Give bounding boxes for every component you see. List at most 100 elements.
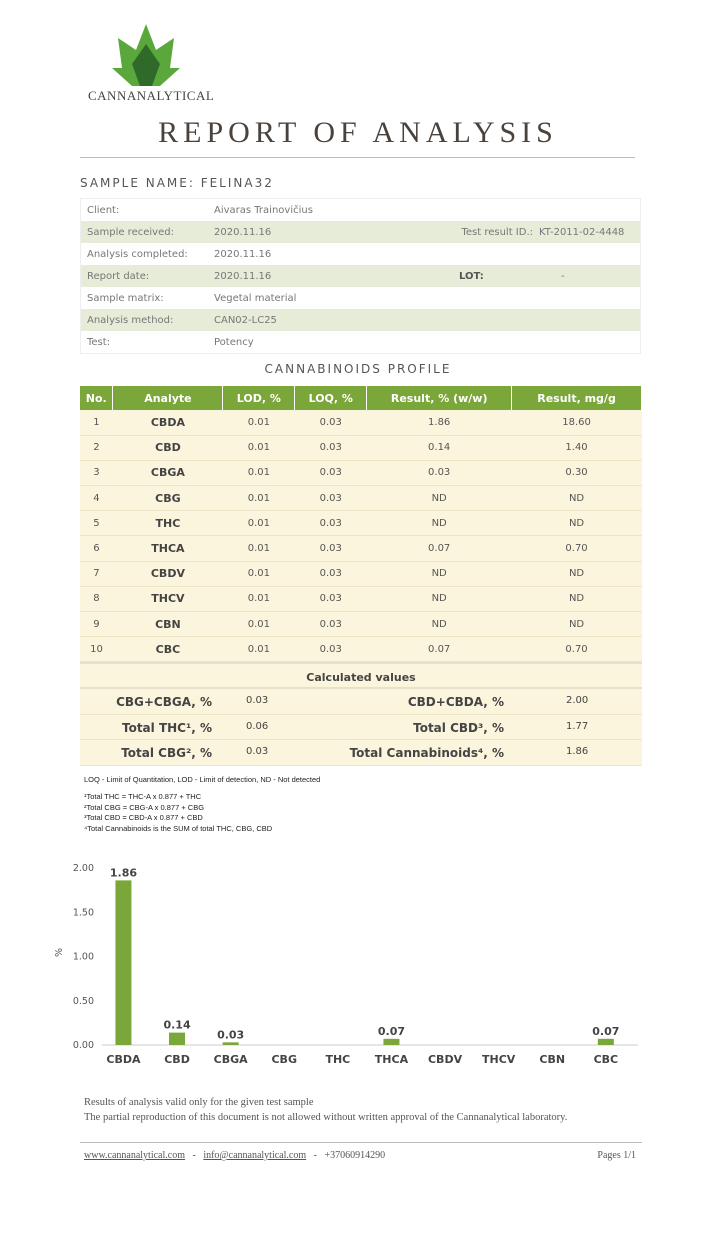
table-row: 4 CBG 0.01 0.03 ND ND	[80, 485, 642, 512]
table-cell: 0.01	[222, 586, 295, 613]
table-cell: 0.14	[366, 435, 512, 461]
x-tick-label: THCA	[375, 1053, 409, 1066]
calculated-value: 0.03	[246, 695, 269, 706]
info-label-2: Test result ID.:	[461, 226, 533, 238]
bar	[383, 1038, 400, 1045]
disclaimer-line: Results of analysis valid only for the g…	[84, 1097, 314, 1108]
table-row: 9 CBN 0.01 0.03 ND ND	[80, 611, 642, 638]
table-cell: 0.03	[294, 510, 367, 537]
table-cell: 1.86	[366, 410, 512, 436]
table-cell: 5	[80, 510, 113, 537]
info-row: Test: Potency	[81, 331, 640, 353]
calculated-values: Calculated values CBG+CBGA, % 0.03 CBD+CBD…	[80, 662, 642, 766]
y-tick-label: 1.50	[73, 907, 94, 918]
info-label: Sample matrix:	[87, 292, 164, 304]
divider	[80, 157, 635, 158]
table-cell: 9	[80, 611, 113, 638]
table-cell: 0.01	[222, 561, 295, 587]
info-label-2: LOT:	[459, 270, 484, 282]
column-header: Result, mg/g	[511, 386, 642, 410]
calculated-value: 1.77	[566, 720, 589, 732]
table-cell: 0.07	[366, 535, 512, 562]
table-cell: 0.03	[294, 485, 367, 512]
separator: -	[192, 1150, 196, 1161]
page-count: Pages 1/1	[597, 1150, 636, 1161]
table-cell: 0.03	[294, 586, 367, 613]
page-title: REPORT OF ANALYSIS	[158, 116, 558, 149]
table-cell: 1.40	[511, 435, 642, 461]
y-axis-label: %	[54, 948, 65, 957]
disclaimer: Results of analysis valid only for the g…	[84, 1095, 567, 1125]
table-row: 5 THC 0.01 0.03 ND ND	[80, 510, 642, 537]
table-row: 8 THCV 0.01 0.03 ND ND	[80, 586, 642, 613]
column-header: No.	[80, 386, 114, 410]
table-cell: CBD	[112, 435, 223, 461]
footer-contacts: www.cannanalytical.com - info@cannanalyt…	[84, 1150, 385, 1161]
table-row: 2 CBD 0.01 0.03 0.14 1.40	[80, 435, 642, 461]
table-cell: 0.01	[222, 485, 295, 512]
table-cell: ND	[511, 510, 642, 537]
table-cell: 3	[80, 460, 113, 487]
table-cell: 4	[80, 485, 113, 512]
table-cell: 0.70	[511, 535, 642, 562]
footnote: ⁴Total Cannabinoids is the SUM of total …	[84, 823, 273, 833]
data-label: 0.03	[217, 1028, 244, 1041]
calculated-label: Total THC¹, %	[121, 720, 212, 735]
footnote: ²Total CBG = CBG-A x 0.877 + CBG	[84, 802, 205, 812]
table-cell: 0.03	[294, 435, 367, 461]
y-tick-label: 0.00	[73, 1040, 94, 1051]
table-cell: 0.01	[222, 535, 295, 562]
info-row: Analysis method: CAN02-LC25	[81, 309, 640, 331]
info-value-2: -	[561, 270, 565, 282]
info-value: Vegetal material	[214, 292, 297, 304]
info-table: Client: Aivaras Trainovičius Sample receiv…	[80, 198, 641, 354]
table-row: 7 CBDV 0.01 0.03 ND ND	[80, 561, 642, 587]
email-link[interactable]: info@cannanalytical.com	[203, 1150, 307, 1161]
calculated-value: 0.03	[246, 746, 269, 758]
table-cell: 0.01	[222, 435, 295, 461]
calculated-row: CBG+CBGA, % 0.03 CBD+CBDA, % 2.00	[80, 689, 642, 715]
x-tick-label: CBN	[539, 1053, 565, 1066]
table-cell: 0.03	[294, 636, 367, 663]
table-cell: THCV	[112, 586, 223, 613]
bar	[115, 880, 132, 1045]
info-value: Potency	[214, 336, 254, 348]
footnotes: ¹Total THC = THC-A x 0.877 + THC ²Total C…	[84, 792, 272, 834]
table-cell: 10	[80, 636, 113, 663]
info-value: CAN02-LC25	[214, 314, 277, 326]
column-header: Analyte	[112, 386, 224, 410]
table-cell: 0.01	[222, 510, 295, 537]
info-value: 2020.11.16	[214, 270, 272, 282]
sample-name: SAMPLE NAME: FELINA32	[80, 176, 274, 190]
bar	[597, 1038, 614, 1045]
info-label: Test:	[87, 336, 111, 348]
calculated-value: 2.00	[566, 695, 589, 706]
data-label: 1.86	[110, 866, 137, 879]
calculated-label: Total CBG², %	[121, 746, 212, 761]
profile-title: CANNABINOIDS PROFILE	[264, 362, 452, 376]
info-value: 2020.11.16	[214, 248, 272, 260]
column-header: LOD, %	[222, 386, 296, 410]
info-label: Report date:	[87, 270, 150, 282]
calculated-label: CBG+CBGA, %	[116, 695, 212, 709]
table-cell: 0.03	[294, 410, 367, 436]
x-tick-label: CBGA	[214, 1053, 248, 1066]
table-cell: ND	[511, 485, 642, 512]
y-tick-label: 1.00	[73, 952, 94, 963]
website-link[interactable]: www.cannanalytical.com	[84, 1150, 185, 1161]
table-cell: THCA	[112, 535, 223, 562]
table-cell: 6	[80, 535, 113, 562]
info-label: Analysis method:	[87, 314, 174, 326]
x-tick-label: CBC	[594, 1053, 619, 1066]
x-tick-label: CBG	[271, 1053, 297, 1066]
calculated-value: 1.86	[566, 746, 589, 758]
info-label: Sample received:	[87, 226, 174, 238]
calculated-label: Total Cannabinoids⁴, %	[349, 746, 504, 761]
table-cell: 18.60	[511, 410, 642, 436]
table-cell: ND	[366, 510, 512, 537]
x-tick-label: CBD	[164, 1053, 190, 1066]
phone: +37060914290	[324, 1150, 386, 1161]
table-cell: ND	[366, 586, 512, 613]
table-cell: 0.01	[222, 410, 295, 436]
disclaimer-line: The partial reproduction of this documen…	[84, 1112, 568, 1123]
